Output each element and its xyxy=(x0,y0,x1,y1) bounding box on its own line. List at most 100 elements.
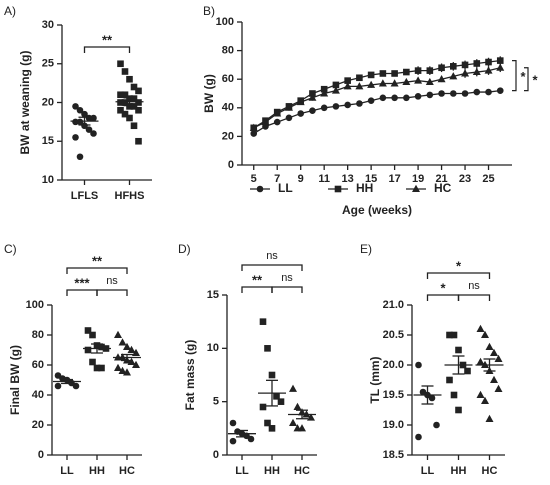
marker-square xyxy=(135,106,142,114)
marker-square xyxy=(461,61,469,69)
significance-bracket xyxy=(512,60,517,92)
marker-square xyxy=(264,345,271,352)
y-tick-label: 20.0 xyxy=(383,359,404,371)
marker-triangle xyxy=(293,402,302,410)
series-line xyxy=(253,59,501,129)
marker-square xyxy=(117,106,124,114)
y-tick-label: 0 xyxy=(228,159,234,171)
marker-square xyxy=(93,364,101,372)
panel-label: E) xyxy=(360,242,372,256)
x-tick-label: 17 xyxy=(388,173,400,185)
x-tick-label: 23 xyxy=(459,173,471,185)
marker-square xyxy=(117,99,124,106)
marker-circle xyxy=(426,91,434,99)
marker-square xyxy=(264,419,271,427)
marker-square xyxy=(126,75,133,83)
marker-square xyxy=(268,371,276,379)
marker-square xyxy=(135,99,142,106)
marker-square xyxy=(89,358,96,366)
significance-bracket xyxy=(66,289,98,296)
marker-triangle xyxy=(289,418,297,426)
marker-triangle xyxy=(485,342,494,350)
marker-square xyxy=(414,67,422,74)
marker-triangle xyxy=(298,424,306,432)
y-tick-label: 60 xyxy=(32,359,44,371)
marker-triangle xyxy=(296,97,305,106)
marker-circle xyxy=(285,114,293,122)
marker-triangle xyxy=(449,72,458,80)
significance-bracket xyxy=(241,264,303,271)
y-tick-label: 20 xyxy=(222,130,234,142)
panel-label: D) xyxy=(178,242,191,256)
marker-triangle xyxy=(485,414,494,422)
marker-square xyxy=(135,137,142,145)
y-axis-title: Final BW (g) xyxy=(8,345,22,415)
y-tick-label: 80 xyxy=(32,329,44,341)
marker-triangle xyxy=(476,390,485,398)
marker-triangle xyxy=(127,345,136,353)
marker-circle xyxy=(229,437,237,445)
x-tick-label: LFLS xyxy=(71,190,99,202)
marker-triangle xyxy=(425,77,434,86)
marker-square xyxy=(121,110,129,118)
significance-bracket xyxy=(457,294,491,301)
y-tick-label: 100 xyxy=(26,299,44,311)
y-tick-label: 5 xyxy=(213,396,219,408)
marker-square xyxy=(473,60,481,67)
y-axis-title: BW (g) xyxy=(202,74,216,113)
y-axis-title: Fat mass (g) xyxy=(183,340,197,411)
marker-square xyxy=(334,185,342,193)
marker-circle xyxy=(414,93,422,100)
marker-circle xyxy=(344,101,351,109)
marker-circle xyxy=(473,88,481,96)
marker-triangle xyxy=(414,76,423,84)
marker-square xyxy=(130,83,138,91)
marker-circle xyxy=(72,103,79,110)
marker-triangle xyxy=(437,75,446,83)
marker-triangle xyxy=(284,103,293,111)
marker-circle xyxy=(320,104,328,112)
marker-triangle xyxy=(461,69,470,77)
marker-triangle xyxy=(307,413,315,421)
marker-triangle xyxy=(378,79,387,87)
marker-triangle xyxy=(118,366,127,374)
panel-label: C) xyxy=(4,242,17,256)
y-tick-label: 20 xyxy=(32,419,44,431)
x-tick-label: 13 xyxy=(342,173,354,185)
marker-triangle xyxy=(308,93,317,101)
x-tick-label: 25 xyxy=(482,173,494,185)
x-tick-label: 9 xyxy=(298,173,304,185)
significance-bracket xyxy=(241,286,273,293)
marker-triangle xyxy=(273,109,282,117)
marker-square xyxy=(438,64,445,72)
significance-bracket xyxy=(96,289,128,296)
marker-circle xyxy=(438,90,445,97)
x-tick-label: HC xyxy=(482,465,498,477)
y-tick-label: 19.5 xyxy=(383,389,404,401)
marker-triangle xyxy=(123,368,131,376)
significance-label: * xyxy=(520,69,526,84)
marker-circle xyxy=(273,118,281,126)
marker-triangle xyxy=(367,80,376,88)
panel: C) 0 20 40 60 80 100 Final BW (g) LL HH HC *** ns** xyxy=(4,242,142,477)
marker-square xyxy=(464,367,471,375)
marker-circle xyxy=(403,94,410,102)
marker-square xyxy=(89,331,96,339)
marker-square xyxy=(130,95,138,102)
marker-triangle xyxy=(476,324,485,332)
y-axis-title: TL (mm) xyxy=(368,356,382,403)
marker-square xyxy=(450,391,458,399)
marker-square xyxy=(84,346,92,354)
marker-square xyxy=(450,63,457,70)
series-line xyxy=(253,89,501,135)
marker-circle xyxy=(90,114,97,122)
significance-bracket xyxy=(66,267,128,274)
marker-square xyxy=(450,331,458,339)
marker-square xyxy=(126,103,133,110)
x-tick-label: 7 xyxy=(274,173,280,185)
marker-circle xyxy=(485,88,492,96)
significance-label: * xyxy=(440,280,446,295)
marker-circle xyxy=(428,394,436,402)
y-tick-label: 18.5 xyxy=(383,449,404,461)
